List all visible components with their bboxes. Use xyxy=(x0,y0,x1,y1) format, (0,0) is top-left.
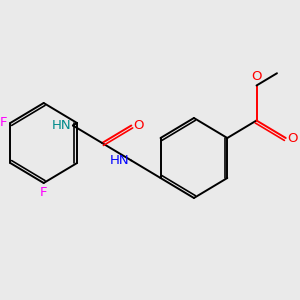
Text: F: F xyxy=(40,186,47,199)
Text: O: O xyxy=(251,70,262,83)
Text: F: F xyxy=(0,116,8,130)
Text: HN: HN xyxy=(110,154,129,167)
Text: HN: HN xyxy=(51,119,71,132)
Text: O: O xyxy=(133,119,144,132)
Text: O: O xyxy=(288,131,298,145)
